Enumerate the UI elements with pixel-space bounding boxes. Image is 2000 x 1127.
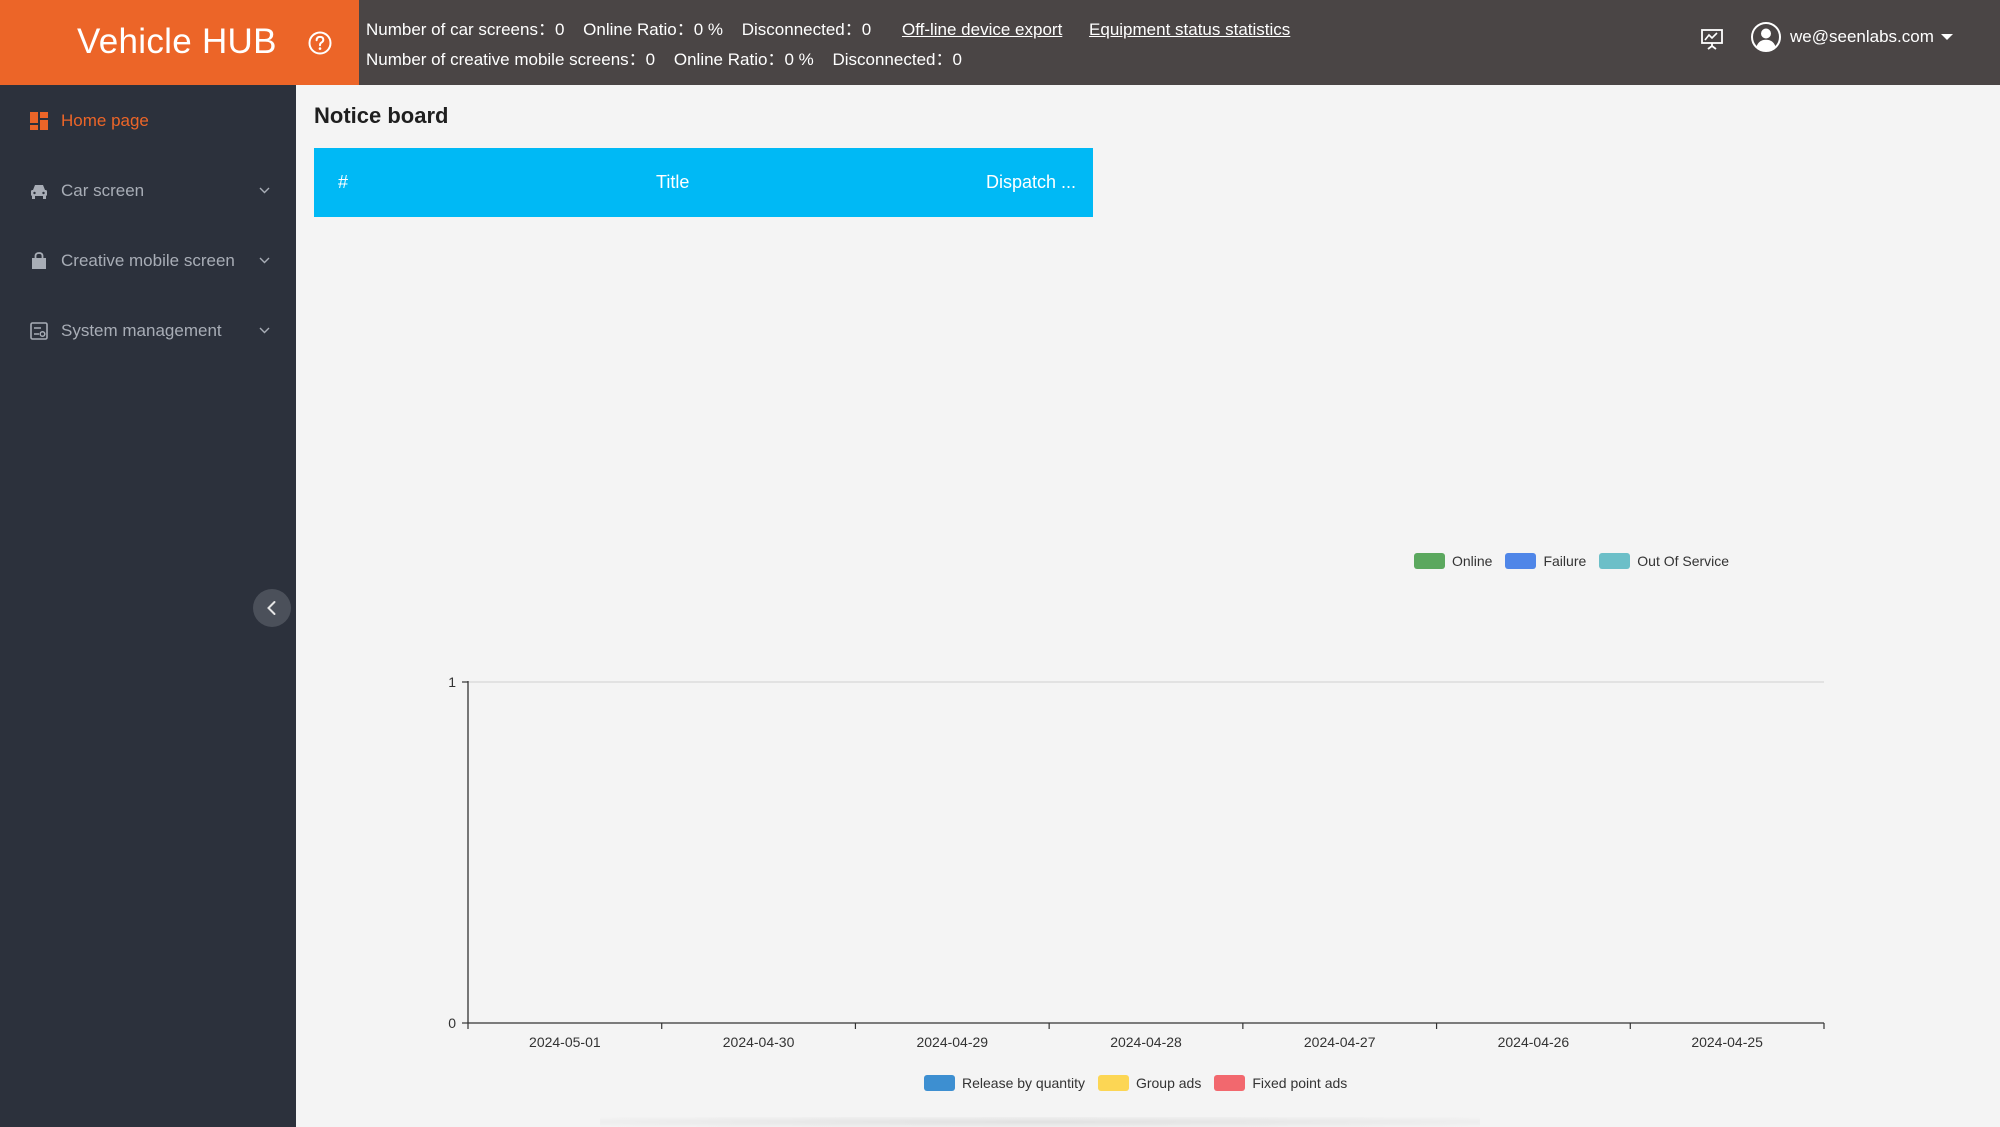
ads-legend: Release by quantity Group ads Fixed poin… (924, 1075, 1360, 1091)
equipment-status-statistics-link[interactable]: Equipment status statistics (1089, 20, 1291, 39)
bottom-shadow (600, 1117, 1480, 1127)
column-header-number[interactable]: # (338, 172, 349, 192)
sidebar-item-label: System management (61, 321, 222, 340)
legend-label: Failure (1543, 553, 1587, 569)
x-tick-label: 2024-04-26 (1498, 1034, 1570, 1050)
offline-device-export-link[interactable]: Off-line device export (901, 20, 1063, 39)
legend-swatch (924, 1075, 955, 1091)
help-icon[interactable] (306, 29, 334, 57)
legend-label: Release by quantity (962, 1075, 1085, 1091)
x-tick-label: 2024-05-01 (529, 1034, 601, 1050)
car-screen-stats: Number of car screens：0 Online Ratio：0 %… (366, 15, 1300, 40)
mobile-screens-label: Number of creative mobile screens：0 (366, 50, 656, 69)
user-email: we@seenlabs.com (1790, 27, 1934, 46)
car-online-ratio: Online Ratio：0 % (583, 20, 724, 39)
mobile-disconnected: Disconnected：0 (832, 50, 962, 69)
legend-swatch (1505, 553, 1537, 569)
chevron-down-icon (259, 327, 270, 334)
legend-swatch (1599, 553, 1631, 569)
sidebar-item-system-management[interactable]: System management (0, 311, 296, 351)
legend-label: Group ads (1135, 1075, 1202, 1091)
sidebar: Home page Car screen Creative mobile scr… (0, 85, 296, 1127)
legend-swatch (1414, 553, 1445, 569)
x-tick-label: 2024-04-30 (723, 1034, 795, 1050)
y-tick-label: 0 (448, 1015, 456, 1031)
legend-label: Online (1452, 553, 1493, 569)
legend-item-out-of-service[interactable]: Out Of Service (1599, 553, 1729, 569)
legend-label: Out Of Service (1637, 553, 1730, 569)
app-title: Vehicle HUB (77, 22, 277, 61)
user-menu[interactable]: we@seenlabs.com (1750, 20, 1953, 54)
notice-board-title: Notice board (314, 103, 449, 128)
sidebar-collapse-button[interactable] (253, 589, 291, 627)
legend-item-online[interactable]: Online (1414, 553, 1492, 569)
x-tick-label: 2024-04-28 (1110, 1034, 1182, 1050)
legend-item-group-ads[interactable]: Group ads (1097, 1075, 1202, 1091)
legend-item-failure[interactable]: Failure (1505, 553, 1586, 569)
sidebar-item-home-page[interactable]: Home page (0, 101, 296, 141)
legend-label: Fixed point ads (1252, 1075, 1348, 1091)
chevron-down-icon (259, 257, 270, 264)
x-tick-label: 2024-04-29 (916, 1034, 988, 1050)
sidebar-item-label: Creative mobile screen (61, 251, 235, 270)
x-tick-label: 2024-04-25 (1691, 1034, 1763, 1050)
sidebar-item-label: Home page (61, 111, 149, 130)
column-header-dispatch[interactable]: Dispatch ... (986, 172, 1077, 192)
system-icon (30, 322, 48, 340)
notice-board-table-header: # Title Dispatch ... (314, 148, 1093, 217)
chevron-down-icon (259, 187, 270, 194)
top-bar: Vehicle HUB Number of car screens：0 Onli… (0, 0, 2000, 85)
column-header-title[interactable]: Title (656, 172, 690, 192)
equipment-status-legend: Online Failure Out Of Service (1414, 553, 1742, 569)
sidebar-item-label: Car screen (61, 181, 145, 200)
car-icon (31, 185, 47, 199)
car-screens-label: Number of car screens：0 (366, 20, 565, 39)
presentation-icon[interactable] (1699, 26, 1725, 52)
mobile-screen-stats: Number of creative mobile screens：0 Onli… (366, 45, 976, 70)
dashboard-icon (30, 112, 48, 130)
x-tick-label: 2024-04-27 (1304, 1034, 1376, 1050)
mobile-online-ratio: Online Ratio：0 % (673, 50, 814, 69)
legend-item-release-by-quantity[interactable]: Release by quantity (924, 1075, 1085, 1091)
chevron-left-icon (267, 601, 276, 615)
bag-icon (32, 252, 46, 269)
brand-block: Vehicle HUB (0, 0, 359, 85)
sidebar-item-creative-mobile-screen[interactable]: Creative mobile screen (0, 241, 296, 281)
legend-swatch (1097, 1075, 1129, 1091)
legend-item-fixed-point-ads[interactable]: Fixed point ads (1214, 1075, 1347, 1091)
caret-down-icon (1940, 34, 1953, 40)
car-disconnected: Disconnected：0 (741, 20, 872, 39)
user-avatar-icon (1751, 22, 1781, 52)
y-tick-label: 1 (448, 674, 456, 690)
legend-swatch (1214, 1075, 1246, 1091)
sidebar-item-car-screen[interactable]: Car screen (0, 171, 296, 211)
